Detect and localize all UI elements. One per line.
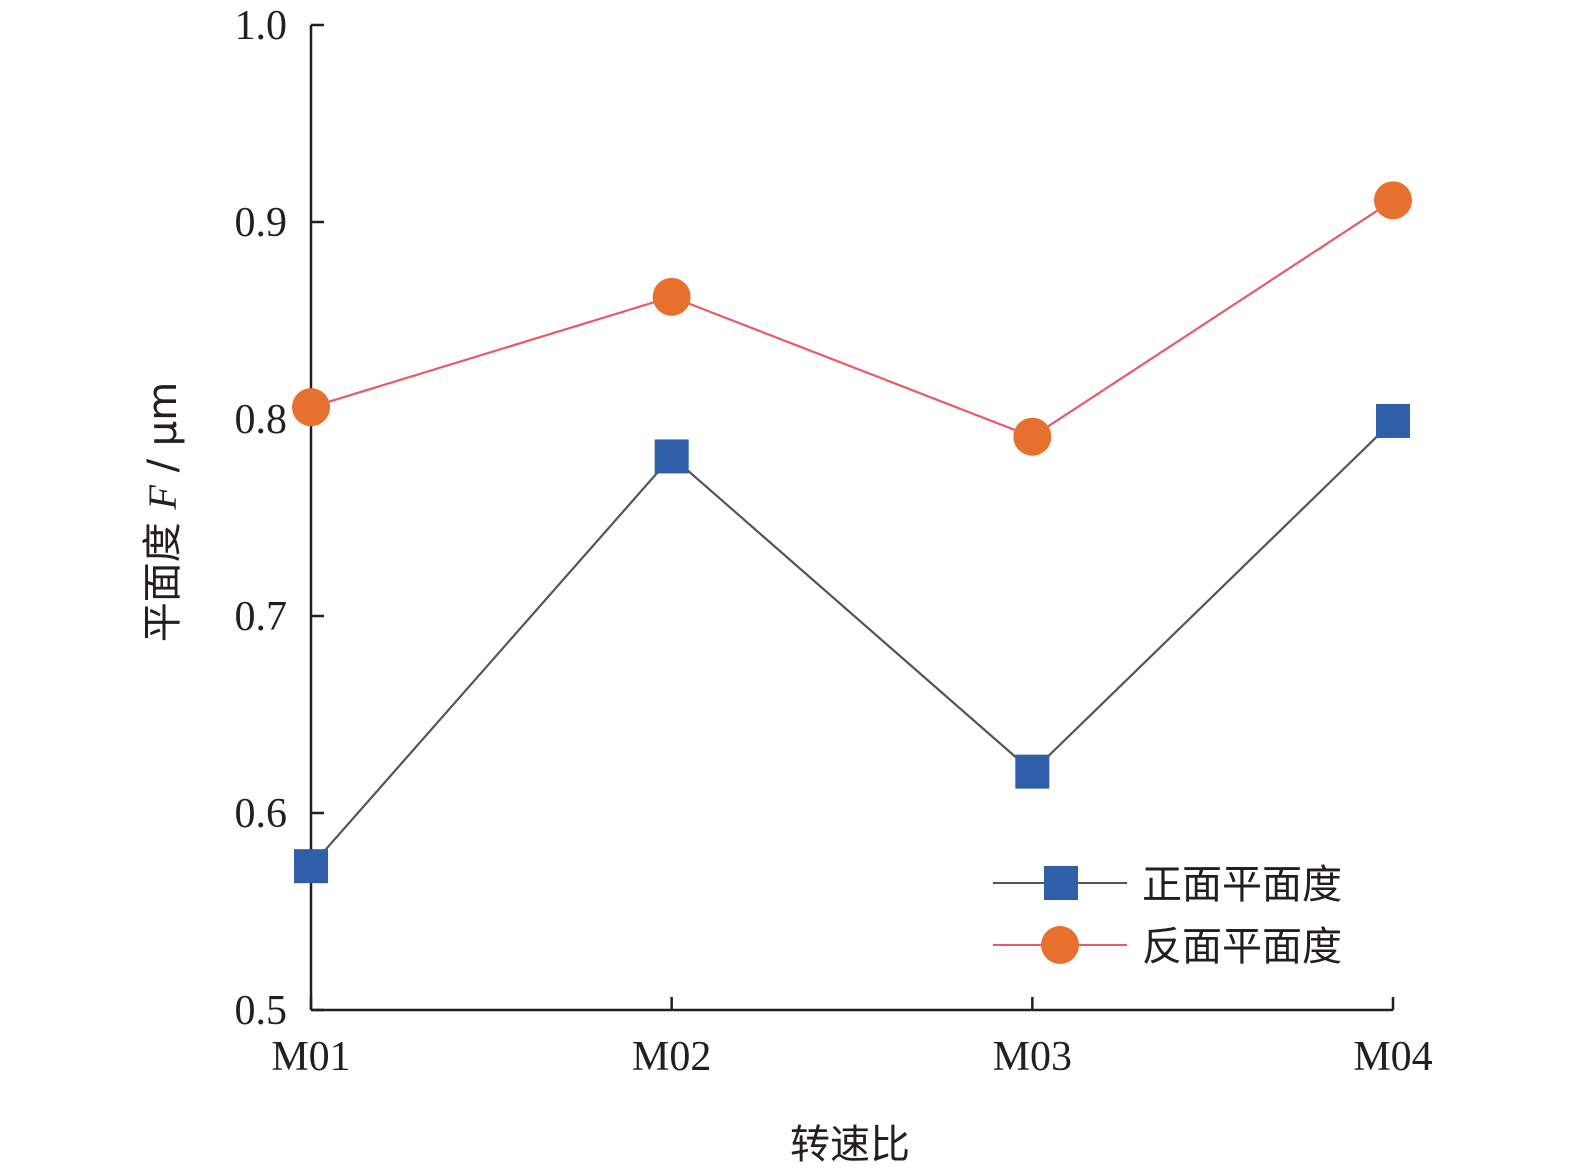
legend-item-front: 正面平面度 bbox=[993, 862, 1342, 908]
series-2 bbox=[292, 181, 1412, 456]
x-tick-label: M04 bbox=[1353, 1034, 1432, 1080]
x-tick-label: M03 bbox=[993, 1034, 1072, 1080]
data-point-circle bbox=[1013, 417, 1052, 456]
y-axis-title-prefix: 平面度 bbox=[140, 510, 186, 643]
legend-label-front: 正面平面度 bbox=[1142, 862, 1342, 908]
series-layer bbox=[292, 181, 1412, 884]
y-tick-label: 0.8 bbox=[235, 397, 288, 443]
y-tick-label: 1.0 bbox=[235, 3, 288, 49]
data-point-square bbox=[1376, 403, 1410, 438]
x-tick-label: M02 bbox=[632, 1034, 711, 1080]
data-point-square bbox=[654, 439, 689, 474]
x-ticks: M01 M02 M03 M04 bbox=[271, 997, 1433, 1080]
y-tick-label: 0.7 bbox=[235, 594, 288, 640]
y-tick-label: 0.5 bbox=[235, 988, 288, 1034]
y-axis-title: 平面度 F / μm bbox=[140, 382, 186, 642]
series-1 bbox=[294, 403, 1410, 884]
x-tick-label: M01 bbox=[271, 1034, 350, 1080]
legend-circle-marker bbox=[1041, 926, 1079, 964]
data-point-circle bbox=[1374, 181, 1412, 220]
legend-item-back: 反面平面度 bbox=[993, 924, 1342, 970]
y-tick-label: 0.9 bbox=[235, 200, 288, 246]
legend-label-back: 反面平面度 bbox=[1142, 924, 1342, 970]
data-point-circle bbox=[652, 277, 691, 316]
y-axis-title-italic: F bbox=[140, 485, 185, 511]
data-point-square bbox=[1015, 754, 1050, 789]
axes bbox=[309, 25, 1393, 1012]
y-tick-label: 0.6 bbox=[235, 791, 288, 837]
data-point-circle bbox=[292, 388, 330, 427]
series-line bbox=[310, 199, 1394, 438]
y-ticks: 0.5 0.6 0.7 0.8 0.9 1.0 bbox=[235, 3, 324, 1034]
x-axis-title: 转速比 bbox=[790, 1122, 910, 1168]
legend: 正面平面度 反面平面度 bbox=[993, 862, 1342, 970]
data-point-square bbox=[294, 849, 328, 884]
y-axis-title-suffix: / μm bbox=[140, 382, 186, 485]
legend-square-marker bbox=[1044, 866, 1078, 900]
series-line bbox=[310, 420, 1394, 867]
